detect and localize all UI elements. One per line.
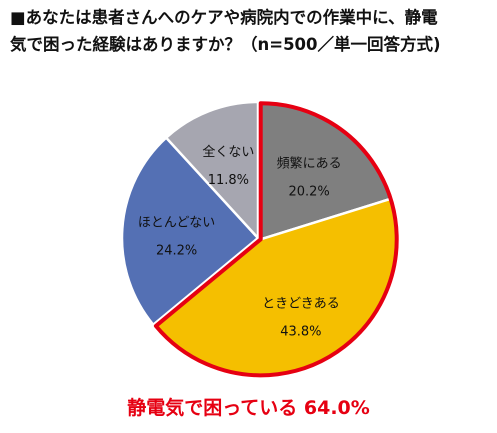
slice-label: ときどきある [262, 296, 340, 311]
chart-title: ■あなたは患者さんへのケアや病院内での作業中に、静電 気で困った経験はありますか… [10, 4, 488, 58]
pie-slice [120, 136, 260, 326]
chart-title-line-2: 気で困った経験はありますか？（n=500／単一回答方式) [10, 35, 441, 54]
slice-value-label: 43.8% [280, 324, 321, 339]
slice-label: 頻繁にある [277, 156, 342, 172]
highlight-callout: 静電気で困っている 64.0% [0, 393, 497, 420]
slice-value-label: 24.2% [156, 243, 197, 258]
pie-slice [164, 100, 260, 240]
callout-text: 静電気で困っている [127, 397, 298, 419]
callout-value: 64.0% [303, 397, 370, 419]
slice-value-label: 20.2% [288, 185, 329, 200]
chart-title-line-1: ■あなたは患者さんへのケアや病院内での作業中に、静電 [10, 8, 438, 27]
slice-label: ほとんどない [138, 215, 215, 230]
slice-value-label: 11.8% [208, 173, 249, 188]
highlight-outline [153, 101, 399, 378]
slice-label: 全くない [202, 144, 254, 160]
